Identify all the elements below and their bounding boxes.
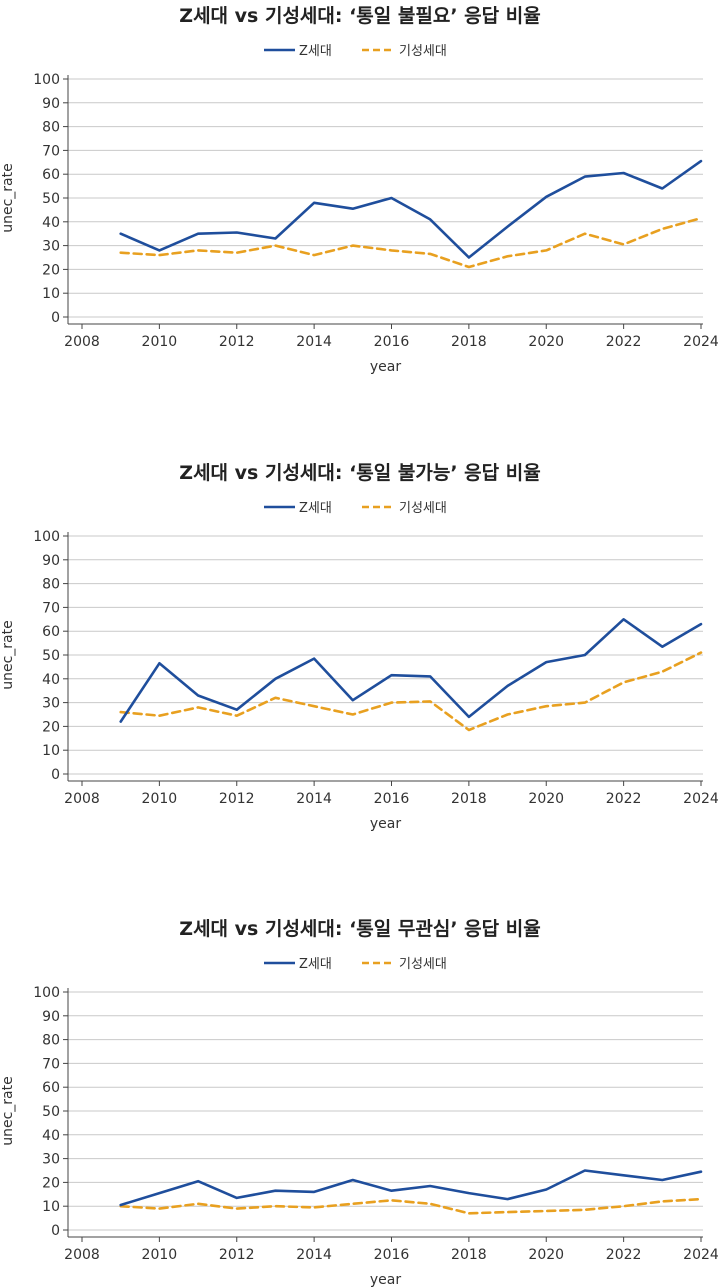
y-tick-label: 10 [42,286,60,302]
x-tick-label: 2020 [528,791,564,807]
y-axis-label: unec_rate [0,163,16,233]
y-tick-label: 40 [42,672,60,688]
y-tick-label: 20 [42,719,60,735]
y-tick-label: 0 [51,1223,60,1239]
y-tick-label: 50 [42,191,60,207]
x-tick-label: 2024 [683,1247,719,1263]
line-chart-2: Z세대 vs 기성세대: ‘통일 불가능’ 응답 비율 Z세대 기성세대 0 10 20 3… [0,462,719,832]
x-tick-label: 2018 [451,791,487,807]
x-tick-label: 2024 [683,334,719,350]
series-line-older [119,651,703,732]
legend: Z세대 기성세대 [264,501,447,516]
y-tick-label: 80 [42,577,60,593]
legend-label-older: 기성세대 [399,501,447,516]
x-tick-label: 2008 [64,791,100,807]
y-axis-label: unec_rate [0,1076,16,1146]
x-tick-label: 2014 [296,334,332,350]
legend-label-z: Z세대 [299,501,332,516]
legend-label-older: 기성세대 [399,957,447,972]
line-chart-3: Z세대 vs 기성세대: ‘통일 무관심’ 응답 비율 Z세대 기성세대 0 10 20 3… [0,918,719,1288]
y-tick-label: 100 [33,985,60,1001]
y-tick-label: 60 [42,167,60,183]
y-tick-label: 40 [42,1128,60,1144]
x-tick-label: 2010 [142,334,178,350]
y-tick-label: 100 [33,529,60,545]
y-tick-label: 30 [42,696,60,712]
y-tick-label: 90 [42,96,60,112]
x-tick-label: 2022 [606,791,642,807]
y-tick-label: 20 [42,262,60,278]
y-tick-label: 20 [42,1175,60,1191]
x-axis-label: year [370,816,401,832]
y-tick-label: 40 [42,215,60,231]
y-tick-label: 10 [42,1199,60,1215]
y-tick-label: 50 [42,1104,60,1120]
chart-panel-2: Z세대 vs 기성세대: ‘통일 불가능’ 응답 비율 Z세대 기성세대 0 10 20 3… [0,457,720,862]
x-tick-label: 2016 [374,1247,410,1263]
series-line-z [119,618,703,723]
x-tick-label: 2020 [528,1247,564,1263]
legend: Z세대 기성세대 [264,44,447,59]
x-axis-label: year [370,1272,401,1288]
x-tick-label: 2024 [683,791,719,807]
legend: Z세대 기성세대 [264,957,447,972]
y-axis-label: unec_rate [0,620,16,690]
x-tick-label: 2022 [606,1247,642,1263]
chart-title: Z세대 vs 기성세대: ‘통일 불가능’ 응답 비율 [179,462,540,484]
y-tick-label: 80 [42,1033,60,1049]
series-line-z [119,1169,703,1207]
x-tick-label: 2020 [528,334,564,350]
x-tick-label: 2014 [296,791,332,807]
x-tick-label: 2014 [296,1247,332,1263]
x-tick-label: 2016 [374,791,410,807]
series-line-older [119,216,703,269]
x-tick-label: 2008 [64,334,100,350]
y-tick-label: 0 [51,310,60,326]
y-tick-label: 0 [51,767,60,783]
y-tick-label: 100 [33,72,60,88]
chart-title: Z세대 vs 기성세대: ‘통일 불필요’ 응답 비율 [179,5,540,27]
x-tick-label: 2010 [142,1247,178,1263]
x-tick-label: 2016 [374,334,410,350]
legend-label-older: 기성세대 [399,44,447,59]
chart-title: Z세대 vs 기성세대: ‘통일 무관심’ 응답 비율 [179,918,540,940]
y-tick-label: 30 [42,1152,60,1168]
y-tick-label: 10 [42,743,60,759]
y-tick-label: 80 [42,120,60,136]
y-tick-label: 60 [42,1080,60,1096]
y-tick-label: 70 [42,600,60,616]
y-tick-label: 90 [42,1009,60,1025]
x-tick-label: 2018 [451,1247,487,1263]
x-tick-label: 2012 [219,1247,255,1263]
x-tick-label: 2012 [219,791,255,807]
x-tick-label: 2022 [606,334,642,350]
y-tick-label: 70 [42,143,60,159]
series-line-z [119,159,703,259]
y-tick-label: 90 [42,553,60,569]
x-tick-label: 2012 [219,334,255,350]
y-tick-label: 50 [42,648,60,664]
legend-label-z: Z세대 [299,957,332,972]
line-chart-1: Z세대 vs 기성세대: ‘통일 불필요’ 응답 비율 Z세대 기성세대 0 10 20 3… [0,5,719,375]
legend-label-z: Z세대 [299,44,332,59]
y-tick-label: 60 [42,624,60,640]
x-axis-label: year [370,359,401,375]
chart-panel-3: Z세대 vs 기성세대: ‘통일 무관심’ 응답 비율 Z세대 기성세대 0 10 20 3… [0,913,720,1288]
x-tick-label: 2008 [64,1247,100,1263]
x-tick-label: 2018 [451,334,487,350]
x-tick-label: 2010 [142,791,178,807]
y-tick-label: 30 [42,239,60,255]
chart-panel-1: Z세대 vs 기성세대: ‘통일 불필요’ 응답 비율 Z세대 기성세대 0 10 20 3… [0,0,720,405]
series-line-older [119,1197,703,1215]
y-tick-label: 70 [42,1056,60,1072]
